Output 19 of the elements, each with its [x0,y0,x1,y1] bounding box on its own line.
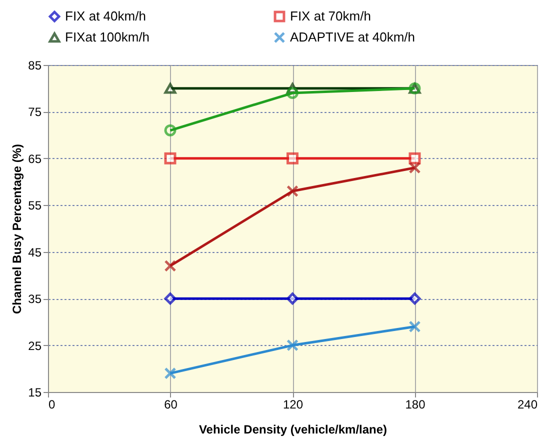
y-tick-label: 75 [28,105,42,120]
legend-label: FIX at 70km/h [290,8,371,24]
y-axis-title: Channel Busy Percentage (%) [10,144,24,314]
legend-label: ADAPTIVE at 40km/h [290,30,415,44]
legend-label: FIXat 100km/h [65,30,150,44]
x-axis-title: Vehicle Density (vehicle/km/lane) [198,422,388,436]
y-tick-label: 15 [28,386,42,400]
legend-label: FIX at 40km/h [65,8,146,24]
x-tick-label: 180 [405,398,426,412]
y-tick-label: 55 [28,198,42,213]
x-tick-label: 60 [164,398,178,412]
x-tick-label: 120 [282,398,304,412]
x-tick-label: 0 [48,398,56,412]
x-tick-label: 240 [517,398,538,412]
y-tick-label: 65 [28,152,42,166]
y-tick-label: 25 [28,338,42,353]
y-tick-label: 45 [28,245,42,260]
y-tick-label: 85 [28,58,42,72]
y-tick-label: 35 [28,292,42,306]
